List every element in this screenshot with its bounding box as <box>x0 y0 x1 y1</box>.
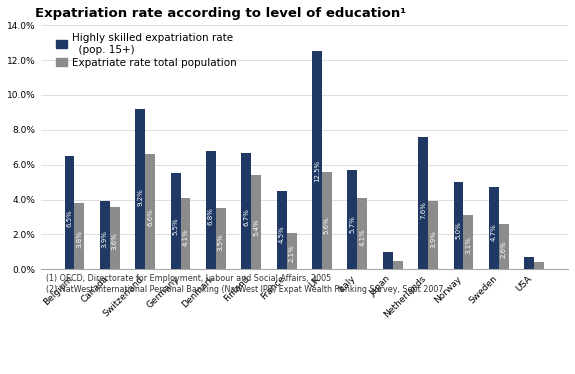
Legend: Highly skilled expatriation rate
  (pop. 15+), Expatriate rate total population: Highly skilled expatriation rate (pop. 1… <box>56 33 237 68</box>
Bar <box>286 233 297 269</box>
Bar <box>489 187 499 269</box>
Bar <box>312 51 322 269</box>
Bar <box>64 156 74 269</box>
Text: 3.9%: 3.9% <box>102 230 108 248</box>
Bar <box>454 182 463 269</box>
Bar <box>100 201 110 269</box>
Bar <box>251 175 261 269</box>
Text: 12.5%: 12.5% <box>314 160 320 182</box>
Text: 3.9%: 3.9% <box>430 230 436 248</box>
Text: 5.0%: 5.0% <box>455 221 462 239</box>
Text: 7.6%: 7.6% <box>420 201 426 219</box>
Text: 4.1%: 4.1% <box>182 228 189 246</box>
Bar <box>206 151 216 269</box>
Text: Expatriation rate according to level of education¹: Expatriation rate according to level of … <box>35 7 407 20</box>
Text: 5.7%: 5.7% <box>350 216 355 233</box>
Text: 3.1%: 3.1% <box>465 236 471 254</box>
Bar <box>181 198 190 269</box>
Text: 4.5%: 4.5% <box>279 225 285 243</box>
Bar <box>418 137 428 269</box>
Bar <box>74 203 85 269</box>
Bar <box>110 206 120 269</box>
Bar <box>357 198 367 269</box>
Bar <box>242 153 251 269</box>
Bar <box>428 201 438 269</box>
Bar <box>171 174 181 269</box>
Text: 5.5%: 5.5% <box>172 217 179 235</box>
Text: 3.5%: 3.5% <box>218 233 224 251</box>
Text: 6.5%: 6.5% <box>67 209 72 227</box>
Text: 6.8%: 6.8% <box>208 207 214 225</box>
Bar <box>463 215 473 269</box>
Bar <box>347 170 357 269</box>
Bar <box>322 172 332 269</box>
Bar <box>145 154 155 269</box>
Bar <box>499 224 509 269</box>
Bar <box>135 109 145 269</box>
Text: 9.2%: 9.2% <box>137 188 143 206</box>
Bar <box>277 191 286 269</box>
Text: 3.8%: 3.8% <box>76 230 82 248</box>
Text: 6.6%: 6.6% <box>147 209 153 226</box>
Bar <box>534 262 544 269</box>
Bar <box>393 261 402 269</box>
Text: (1) OECD, Directorate for Employment, Labour and Social Affairs, 2005
(2) NatWes: (1) OECD, Directorate for Employment, La… <box>46 274 443 294</box>
Text: 6.7%: 6.7% <box>243 208 250 226</box>
Text: 3.6%: 3.6% <box>112 232 118 250</box>
Text: 4.7%: 4.7% <box>491 224 497 241</box>
Text: 5.6%: 5.6% <box>324 217 330 234</box>
Text: 2.1%: 2.1% <box>289 244 294 262</box>
Text: 5.4%: 5.4% <box>253 218 259 236</box>
Bar <box>524 257 534 269</box>
Text: 4.1%: 4.1% <box>359 228 365 246</box>
Bar <box>216 208 226 269</box>
Text: 2.6%: 2.6% <box>501 240 507 258</box>
Bar <box>383 252 393 269</box>
